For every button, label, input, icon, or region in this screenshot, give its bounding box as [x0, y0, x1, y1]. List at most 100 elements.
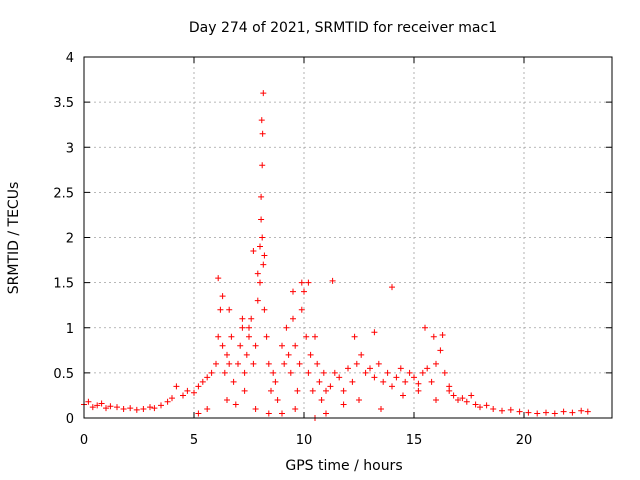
data-point: [446, 387, 453, 394]
data-point: [173, 383, 180, 390]
data-point: [397, 365, 404, 372]
data-point: [257, 243, 263, 250]
data-point: [389, 284, 395, 291]
data-point: [439, 331, 446, 338]
data-point: [283, 324, 290, 331]
data-point: [270, 369, 277, 376]
data-point: [258, 193, 265, 200]
data-point: [257, 279, 263, 286]
data-point: [263, 333, 270, 340]
data-point: [312, 333, 318, 340]
data-point: [103, 405, 109, 412]
data-point: [441, 369, 448, 376]
data-point: [362, 369, 369, 376]
data-point: [415, 380, 422, 387]
data-point: [254, 297, 261, 304]
data-point: [241, 387, 248, 394]
data-point: [428, 378, 435, 385]
data-point: [318, 396, 325, 403]
data-point: [419, 369, 426, 376]
data-point: [422, 324, 428, 331]
data-point: [180, 392, 186, 399]
data-point: [356, 396, 362, 403]
data-point: [94, 402, 101, 409]
data-point: [107, 403, 114, 410]
data-point: [309, 387, 316, 394]
y-tick-labels: 0 0.5 1 1.5 2 2.5 3 3.5 4: [53, 51, 74, 427]
chart-title: Day 274 of 2021, SRMTID for receiver mac…: [189, 20, 497, 36]
data-point: [569, 409, 576, 416]
data-point: [265, 360, 272, 367]
data-point: [534, 410, 541, 417]
data-point: [254, 270, 261, 277]
data-point: [296, 360, 303, 367]
data-point: [472, 401, 479, 408]
data-point: [323, 387, 329, 394]
data-point: [298, 279, 305, 286]
x-axis-label: GPS time / hours: [285, 458, 402, 474]
data-point: [424, 365, 431, 372]
data-point: [164, 398, 171, 405]
data-point: [241, 369, 248, 376]
data-point: [389, 383, 395, 390]
data-point: [375, 360, 382, 367]
data-point: [239, 315, 246, 322]
data-point: [204, 405, 211, 412]
data-point: [543, 409, 549, 416]
data-point: [292, 342, 299, 349]
data-point: [353, 360, 360, 367]
y-tick-label: 0: [66, 412, 74, 427]
data-point: [228, 333, 235, 340]
data-point: [230, 378, 237, 385]
y-tick-label: 3: [66, 141, 74, 156]
data-point: [351, 333, 358, 340]
data-point: [367, 365, 373, 372]
data-point: [340, 401, 347, 408]
data-point: [268, 387, 274, 394]
data-point: [120, 405, 127, 412]
data-point: [345, 365, 351, 372]
data-point: [287, 369, 294, 376]
data-point: [463, 398, 470, 405]
data-point: [499, 407, 505, 414]
data-point: [204, 374, 211, 381]
data-point: [450, 392, 457, 399]
data-point: [239, 324, 246, 331]
data-point: [265, 410, 272, 417]
data-point: [215, 275, 222, 282]
data-point: [243, 351, 250, 358]
data-point: [224, 351, 230, 358]
data-point: [378, 405, 384, 412]
data-point: [314, 360, 321, 367]
data-point: [560, 408, 567, 415]
data-point: [327, 383, 334, 390]
data-point: [250, 360, 257, 367]
data-point: [290, 288, 296, 295]
data-point: [551, 410, 558, 417]
data-point: [349, 378, 356, 385]
y-tick-label: 1: [66, 322, 74, 337]
data-point: [507, 406, 514, 413]
data-point: [483, 402, 490, 409]
data-point: [406, 369, 413, 376]
data-point: [433, 396, 439, 403]
data-point: [525, 409, 532, 416]
data-point: [303, 333, 310, 340]
data-point: [320, 369, 327, 376]
data-point: [195, 383, 202, 390]
data-point: [133, 406, 140, 413]
data-point: [169, 395, 175, 402]
data-point: [281, 360, 288, 367]
data-point: [340, 387, 347, 394]
plot-frame: [83, 56, 613, 419]
data-point: [578, 407, 585, 414]
data-point: [158, 402, 164, 409]
x-tick-label: 0: [80, 433, 88, 448]
data-point: [285, 351, 292, 358]
grid: [84, 57, 612, 418]
data-point: [258, 216, 265, 223]
data-point: [127, 405, 134, 412]
data-point: [384, 369, 391, 376]
data-points: [81, 90, 591, 421]
data-point: [358, 351, 365, 358]
